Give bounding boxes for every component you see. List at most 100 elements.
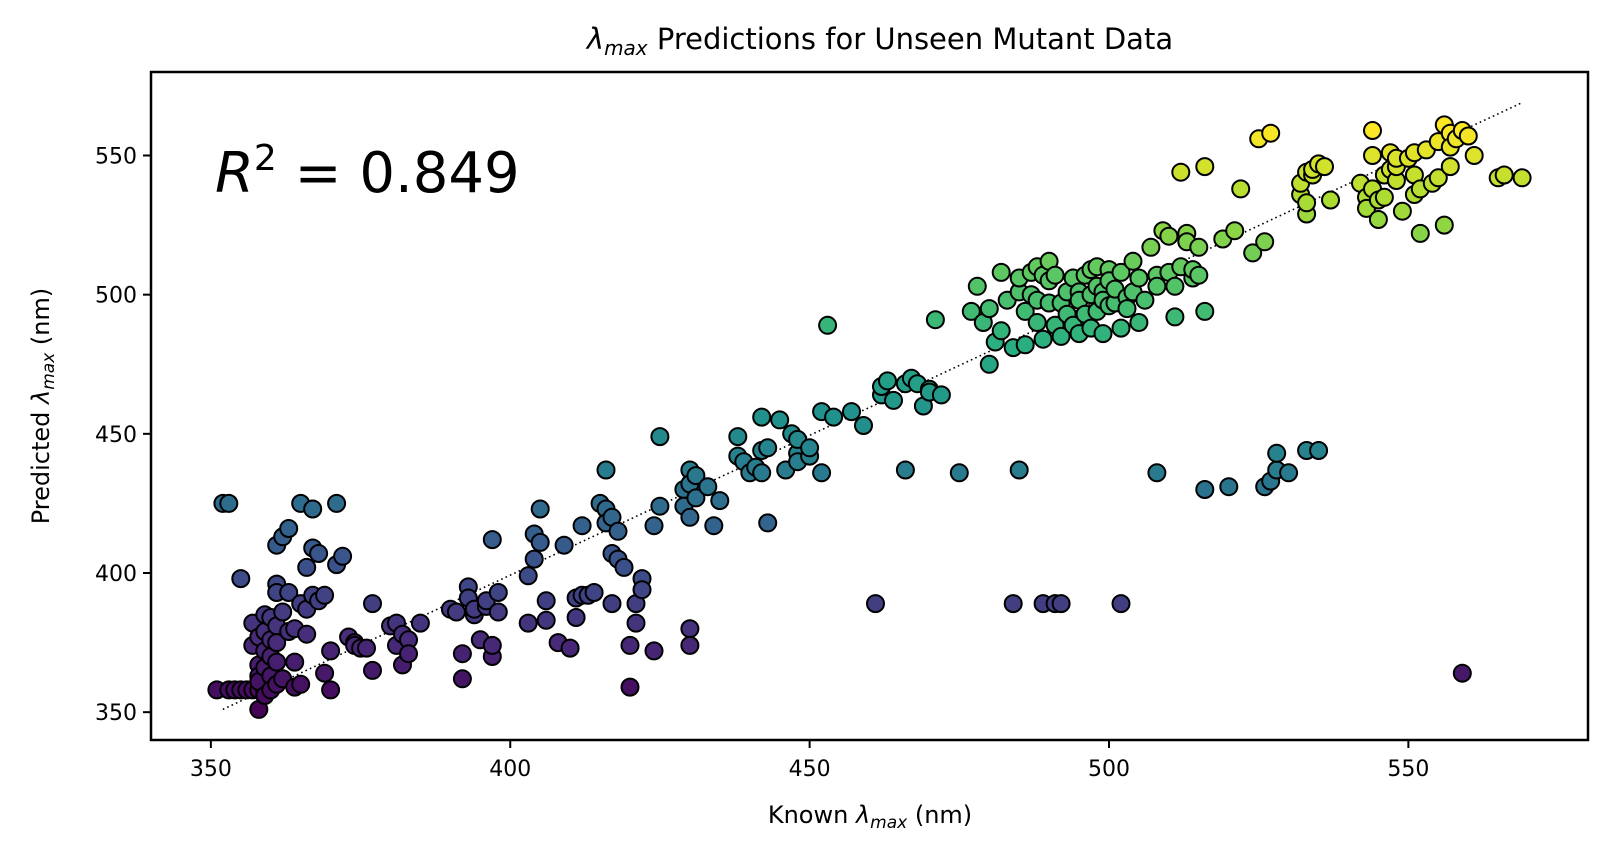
scatter-point xyxy=(488,583,508,602)
scatter-point xyxy=(991,262,1011,282)
scatter-point xyxy=(854,416,873,435)
scatter-point xyxy=(410,613,430,633)
scatter-point xyxy=(1374,187,1394,207)
scatter-point xyxy=(1464,146,1484,165)
scatter-point xyxy=(285,652,305,672)
scatter-point xyxy=(1434,215,1454,235)
scatter-point xyxy=(1189,265,1209,285)
scatter-point xyxy=(1428,168,1448,188)
scatter-point xyxy=(1363,146,1382,165)
scatter-point xyxy=(536,610,556,630)
scatter-point xyxy=(967,276,987,296)
scatter-point xyxy=(698,477,718,497)
scatter-point xyxy=(231,569,251,589)
scatter-point xyxy=(1015,335,1035,355)
scatter-point xyxy=(482,635,502,655)
scatter-point xyxy=(650,496,670,516)
scatter-point xyxy=(752,407,772,427)
plot-frame xyxy=(149,70,1590,742)
scatter-point xyxy=(554,535,574,555)
scatter-point xyxy=(710,491,730,511)
scatter-point xyxy=(1195,157,1215,177)
y-tick-label: 450 xyxy=(95,423,137,448)
scatter-point xyxy=(1111,594,1131,614)
scatter-point xyxy=(680,635,700,655)
plot-area xyxy=(207,101,1532,719)
scatter-point xyxy=(931,385,951,405)
scatter-point xyxy=(321,641,341,661)
scatter-point xyxy=(800,438,820,458)
scatter-point xyxy=(333,546,353,566)
scatter-point xyxy=(1243,243,1263,263)
scatter-point xyxy=(291,674,311,694)
scatter-point xyxy=(1015,301,1035,321)
scatter-point xyxy=(1279,463,1299,483)
scatter-point xyxy=(644,516,664,536)
scatter-point xyxy=(1261,123,1281,143)
scatter-point xyxy=(1117,299,1137,319)
scatter-point xyxy=(1494,165,1514,185)
scatter-point xyxy=(297,557,317,577)
scatter-point xyxy=(620,635,640,655)
scatter-point xyxy=(327,493,347,513)
scatter-point xyxy=(446,602,466,622)
scatter-point xyxy=(1458,126,1478,146)
scatter-point xyxy=(279,519,299,538)
scatter-point xyxy=(315,585,335,605)
scatter-point xyxy=(1045,265,1065,285)
scatter-point xyxy=(452,669,472,689)
scatter-point xyxy=(488,602,508,622)
scatter-point xyxy=(518,613,538,633)
scatter-point xyxy=(1321,190,1340,210)
scatter-point xyxy=(1123,251,1143,271)
x-tick-label: 400 xyxy=(489,757,531,782)
x-tick-label: 350 xyxy=(190,757,232,782)
scatter-point xyxy=(219,493,239,513)
scatter-point xyxy=(895,460,915,480)
x-tick-label: 500 xyxy=(1088,757,1130,782)
scatter-point xyxy=(1267,443,1287,463)
scatter-point xyxy=(1363,121,1382,140)
scatter-point xyxy=(1512,168,1532,188)
scatter-point xyxy=(608,521,628,541)
scatter-point xyxy=(1231,179,1251,199)
scatter-point xyxy=(1255,232,1275,252)
scatter-point xyxy=(1195,301,1215,321)
scatter-point xyxy=(1315,157,1334,177)
scatter-point xyxy=(363,660,382,680)
scatter-point xyxy=(1093,324,1113,344)
scatter-point xyxy=(650,427,670,447)
scatter-point xyxy=(842,402,861,422)
scatter-point xyxy=(680,619,700,639)
scatter-point xyxy=(524,549,544,569)
scatter-point xyxy=(704,516,724,536)
scatter-point xyxy=(1189,237,1209,257)
y-tick-label: 400 xyxy=(95,562,137,587)
scatter-point xyxy=(961,301,981,321)
scatter-point xyxy=(279,583,299,602)
scatter-point xyxy=(1165,307,1185,327)
scatter-point xyxy=(518,566,538,586)
scatter-point xyxy=(632,580,652,600)
scatter-point xyxy=(620,677,640,697)
scatter-point xyxy=(758,438,778,458)
axis-ticks: 350 400 450 500 550 350 400 450 500 550 xyxy=(95,145,1429,783)
scatter-point xyxy=(626,613,646,633)
scatter-point xyxy=(1297,193,1317,213)
scatter-point xyxy=(752,463,772,483)
scatter-point xyxy=(1219,477,1239,497)
scatter-point xyxy=(303,499,323,519)
scatter-point xyxy=(1027,313,1047,332)
y-axis-label: Predicted λmax (nm) xyxy=(27,288,59,525)
scatter-point xyxy=(321,680,341,700)
scatter-point xyxy=(1111,318,1131,338)
scatter-point xyxy=(728,427,748,447)
scatter-point xyxy=(614,557,634,577)
scatter-point xyxy=(878,371,897,391)
scatter-point xyxy=(530,532,550,552)
scatter-point xyxy=(758,513,778,533)
scatter-point xyxy=(770,410,790,430)
chart-title: λmax Predictions for Unseen Mutant Data xyxy=(585,22,1173,60)
scatter-point xyxy=(644,641,664,661)
